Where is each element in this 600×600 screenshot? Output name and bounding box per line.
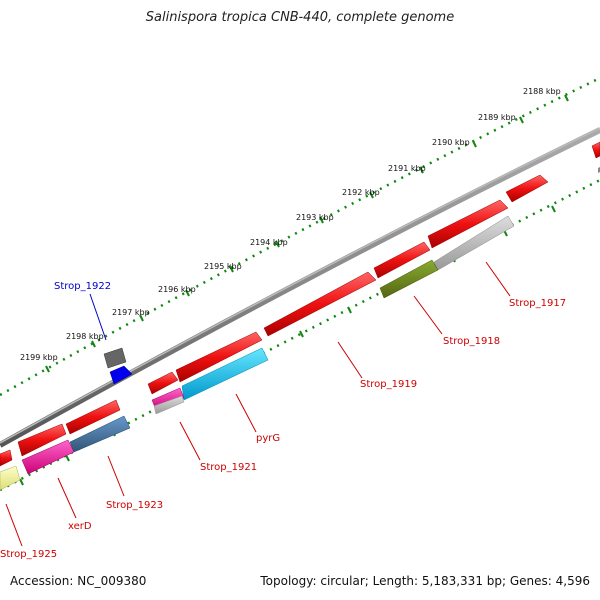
cds-arrow: [69, 415, 131, 453]
cds-arrow: [0, 465, 21, 491]
accession-text: Accession: NC_009380: [10, 574, 147, 588]
gene-label-strop-1921: Strop_1921: [200, 462, 257, 473]
cds-arrow: [181, 347, 269, 401]
gene-label-pyrg: pyrG: [256, 433, 280, 444]
cds-arrow: [175, 331, 263, 383]
cds-arrow: [373, 241, 431, 279]
cds-arrow: [0, 449, 13, 467]
cds-arrow: [109, 365, 133, 385]
cds-arrow: [263, 271, 377, 337]
gene-label-xerd: xerD: [68, 521, 92, 532]
gene-label-strop-1923: Strop_1923: [106, 500, 163, 511]
cds-arrow: [505, 174, 549, 203]
reverse-strand-genes: [0, 167, 600, 491]
cds-arrow: [103, 347, 127, 369]
genome-backbone: [0, 127, 600, 448]
cds-arrow: [379, 259, 439, 299]
scale-label: 2196 kbp: [158, 285, 196, 294]
gene-label-strop-1918: Strop_1918: [443, 336, 500, 347]
scale-label: 2194 kbp: [250, 238, 288, 247]
scale-label: 2188 kbp: [523, 87, 561, 96]
scale-label: 2197 kbp: [112, 308, 150, 317]
gene-label-strop-1919: Strop_1919: [360, 379, 417, 390]
gene-label-strop-1925: Strop_1925: [0, 549, 57, 560]
gene-label-strop-1917: Strop_1917: [509, 298, 566, 309]
map-title: Salinispora tropica CNB-440, complete ge…: [145, 10, 455, 25]
cds-arrow: [153, 395, 185, 415]
cds-arrow: [147, 371, 179, 395]
scale-label: 2193 kbp: [296, 213, 334, 222]
scale-label: 2192 kbp: [342, 188, 380, 197]
scale-label: 2198 kbp: [66, 332, 104, 341]
scale-ring: [0, 76, 600, 397]
cds-arrow: [21, 439, 75, 475]
scale-label: 2189 kbp: [478, 113, 516, 122]
scale-label: 2195 kbp: [204, 262, 242, 271]
label-leaders: [5, 261, 511, 547]
forward-strand-genes: [0, 141, 600, 467]
genome-summary-text: Topology: circular; Length: 5,183,331 bp…: [260, 574, 590, 588]
scale-ticks: [45, 94, 569, 373]
cds-arrow: [427, 199, 509, 249]
scale-label: 2190 kbp: [432, 138, 470, 147]
cds-arrow: [591, 141, 600, 159]
cds-arrow: [65, 399, 121, 435]
scale-label: 2199 kbp: [20, 353, 58, 362]
scale-label: 2191 kbp: [388, 164, 426, 173]
cds-arrow: [17, 423, 67, 457]
gene-label-strop-1922: Strop_1922: [54, 281, 111, 292]
